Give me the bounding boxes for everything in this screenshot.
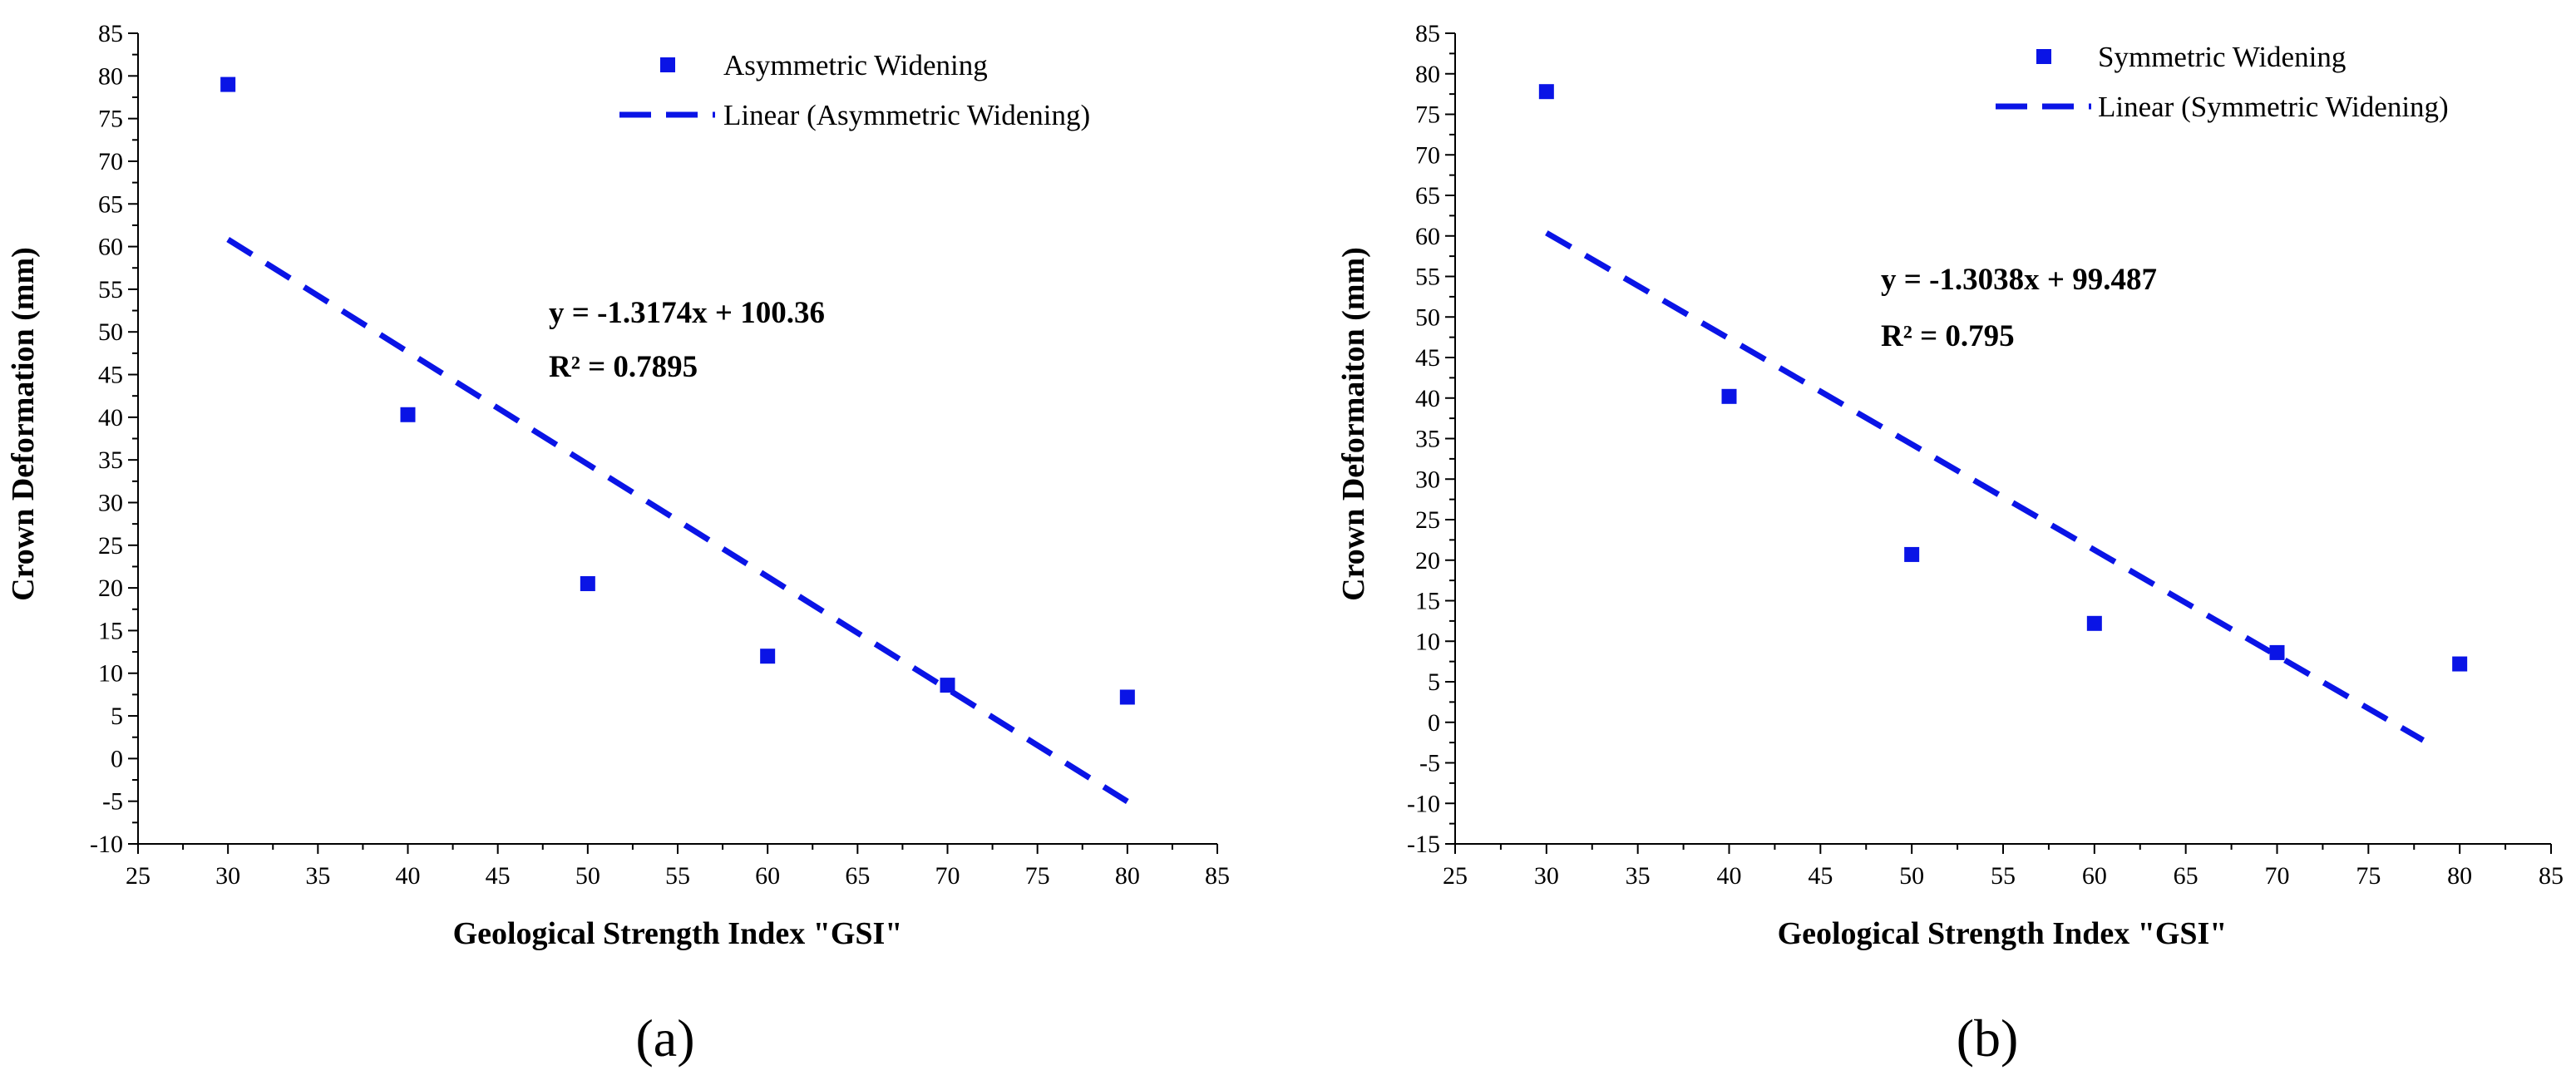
x-tick-label: 70 <box>935 862 960 890</box>
y-tick-label: 15 <box>1415 588 1440 615</box>
trendline <box>1545 230 2425 743</box>
y-tick-label: 70 <box>1415 141 1440 169</box>
y-tick-label: 60 <box>1415 223 1440 250</box>
x-tick-label: 80 <box>2447 862 2472 890</box>
y-tick-label: 40 <box>98 404 123 432</box>
legend-label-series: Asymmetric Widening <box>723 49 988 81</box>
x-tick-label: 60 <box>2082 862 2107 890</box>
x-tick-label: 25 <box>126 862 151 890</box>
x-tick-label: 70 <box>2265 862 2290 890</box>
chart-panel-b: 25 30 35 40 45 50 55 60 65 70 75 80 85 -15 -10 -5 0 5 10 15… <box>1336 20 2564 1068</box>
data-point <box>220 76 236 92</box>
x-tick-label: 35 <box>305 862 330 890</box>
y-tick-label: 0 <box>111 745 123 772</box>
y-tick-label: 15 <box>98 617 123 644</box>
y-tick-label: 80 <box>1415 61 1440 88</box>
x-tick-label: 45 <box>1808 862 1833 890</box>
y-tick-label: 30 <box>98 489 123 516</box>
legend-marker <box>2036 49 2051 64</box>
data-point <box>2269 644 2285 660</box>
r-squared: R² = 0.795 <box>1881 319 2015 353</box>
y-tick-label: 55 <box>1415 264 1440 291</box>
y-axis-title: Crown Deformation (mm) <box>6 247 41 601</box>
x-tick-label: 40 <box>396 862 421 890</box>
y-tick-label: -10 <box>90 831 123 858</box>
y-tick-label: 65 <box>98 190 123 218</box>
legend-label-trendline: Linear (Symmetric Widening) <box>2098 91 2449 123</box>
y-tick-label: 25 <box>98 532 123 560</box>
regression-equation: y = -1.3038x + 99.487 <box>1881 263 2157 297</box>
data-point <box>1904 546 1920 562</box>
legend-marker <box>660 57 675 72</box>
y-tick-label: 35 <box>1415 426 1440 453</box>
y-tick-label: 5 <box>111 703 123 730</box>
y-tick-label: -10 <box>1407 790 1440 817</box>
y-tick-label: 10 <box>98 660 123 688</box>
panel-label: (a) <box>635 1009 694 1068</box>
data-point <box>1538 84 1554 100</box>
y-tick-label: 40 <box>1415 385 1440 412</box>
y-tick-label: 45 <box>1415 344 1440 372</box>
y-axis-title: Crown Deformaiton (mm) <box>1336 247 1371 601</box>
y-tick-label: 20 <box>1415 547 1440 575</box>
x-axis-title: Geological Strength Index "GSI" <box>1778 916 2228 951</box>
y-tick-label: 30 <box>1415 466 1440 493</box>
y-tick-label: 50 <box>1415 303 1440 331</box>
x-tick-label: 40 <box>1717 862 1742 890</box>
x-tick-label: 55 <box>1991 862 2016 890</box>
data-point <box>760 649 776 664</box>
x-tick-label: 60 <box>755 862 780 890</box>
y-tick-label: 75 <box>1415 101 1440 129</box>
y-tick-label: 55 <box>98 276 123 303</box>
y-tick-label: 5 <box>1428 668 1440 696</box>
y-tick-label: 70 <box>98 148 123 175</box>
x-tick-label: 80 <box>1115 862 1140 890</box>
y-tick-label: 50 <box>98 318 123 346</box>
x-tick-label: 75 <box>2356 862 2381 890</box>
data-point <box>580 575 595 591</box>
legend-label-series: Symmetric Widening <box>2098 41 2346 73</box>
x-tick-label: 30 <box>1534 862 1559 890</box>
x-tick-label: 85 <box>1205 862 1230 890</box>
y-tick-label: -15 <box>1407 831 1440 858</box>
x-tick-label: 65 <box>845 862 870 890</box>
y-tick-label: 60 <box>98 234 123 261</box>
y-tick-label: 10 <box>1415 628 1440 655</box>
regression-equation: y = -1.3174x + 100.36 <box>549 296 825 330</box>
y-tick-label: -5 <box>102 788 123 816</box>
y-tick-label: 65 <box>1415 182 1440 210</box>
x-tick-label: 55 <box>665 862 690 890</box>
data-point <box>2452 656 2468 672</box>
x-tick-label: 35 <box>1626 862 1651 890</box>
x-tick-label: 85 <box>2539 862 2564 890</box>
data-point <box>940 678 955 693</box>
y-tick-label: 85 <box>1415 20 1440 47</box>
panel-label: (b) <box>1957 1009 2019 1068</box>
legend-label-trendline: Linear (Asymmetric Widening) <box>723 99 1090 131</box>
y-tick-label: 25 <box>1415 506 1440 534</box>
y-tick-label: 45 <box>98 362 123 389</box>
x-axis-title: Geological Strength Index "GSI" <box>453 916 903 951</box>
y-tick-label: 85 <box>98 20 123 47</box>
data-point <box>1721 388 1737 404</box>
y-tick-label: 80 <box>98 62 123 90</box>
y-tick-label: 35 <box>98 446 123 474</box>
x-tick-label: 30 <box>215 862 240 890</box>
y-tick-label: 75 <box>98 106 123 133</box>
x-tick-label: 45 <box>486 862 511 890</box>
x-tick-label: 65 <box>2174 862 2198 890</box>
y-tick-label: 0 <box>1428 709 1440 737</box>
x-tick-label: 50 <box>575 862 600 890</box>
y-tick-label: -5 <box>1419 750 1440 777</box>
x-tick-label: 75 <box>1025 862 1050 890</box>
y-tick-label: 20 <box>98 575 123 602</box>
data-point <box>2086 615 2102 631</box>
x-tick-label: 50 <box>1899 862 1924 890</box>
x-tick-label: 25 <box>1443 862 1468 890</box>
chart-panel-a: 25 30 35 40 45 50 55 60 65 70 75 80 85 -10 -5 0 5 10 15 20 2… <box>6 20 1230 1068</box>
data-point <box>400 407 416 422</box>
r-squared: R² = 0.7895 <box>549 350 698 384</box>
data-point <box>1119 689 1135 705</box>
